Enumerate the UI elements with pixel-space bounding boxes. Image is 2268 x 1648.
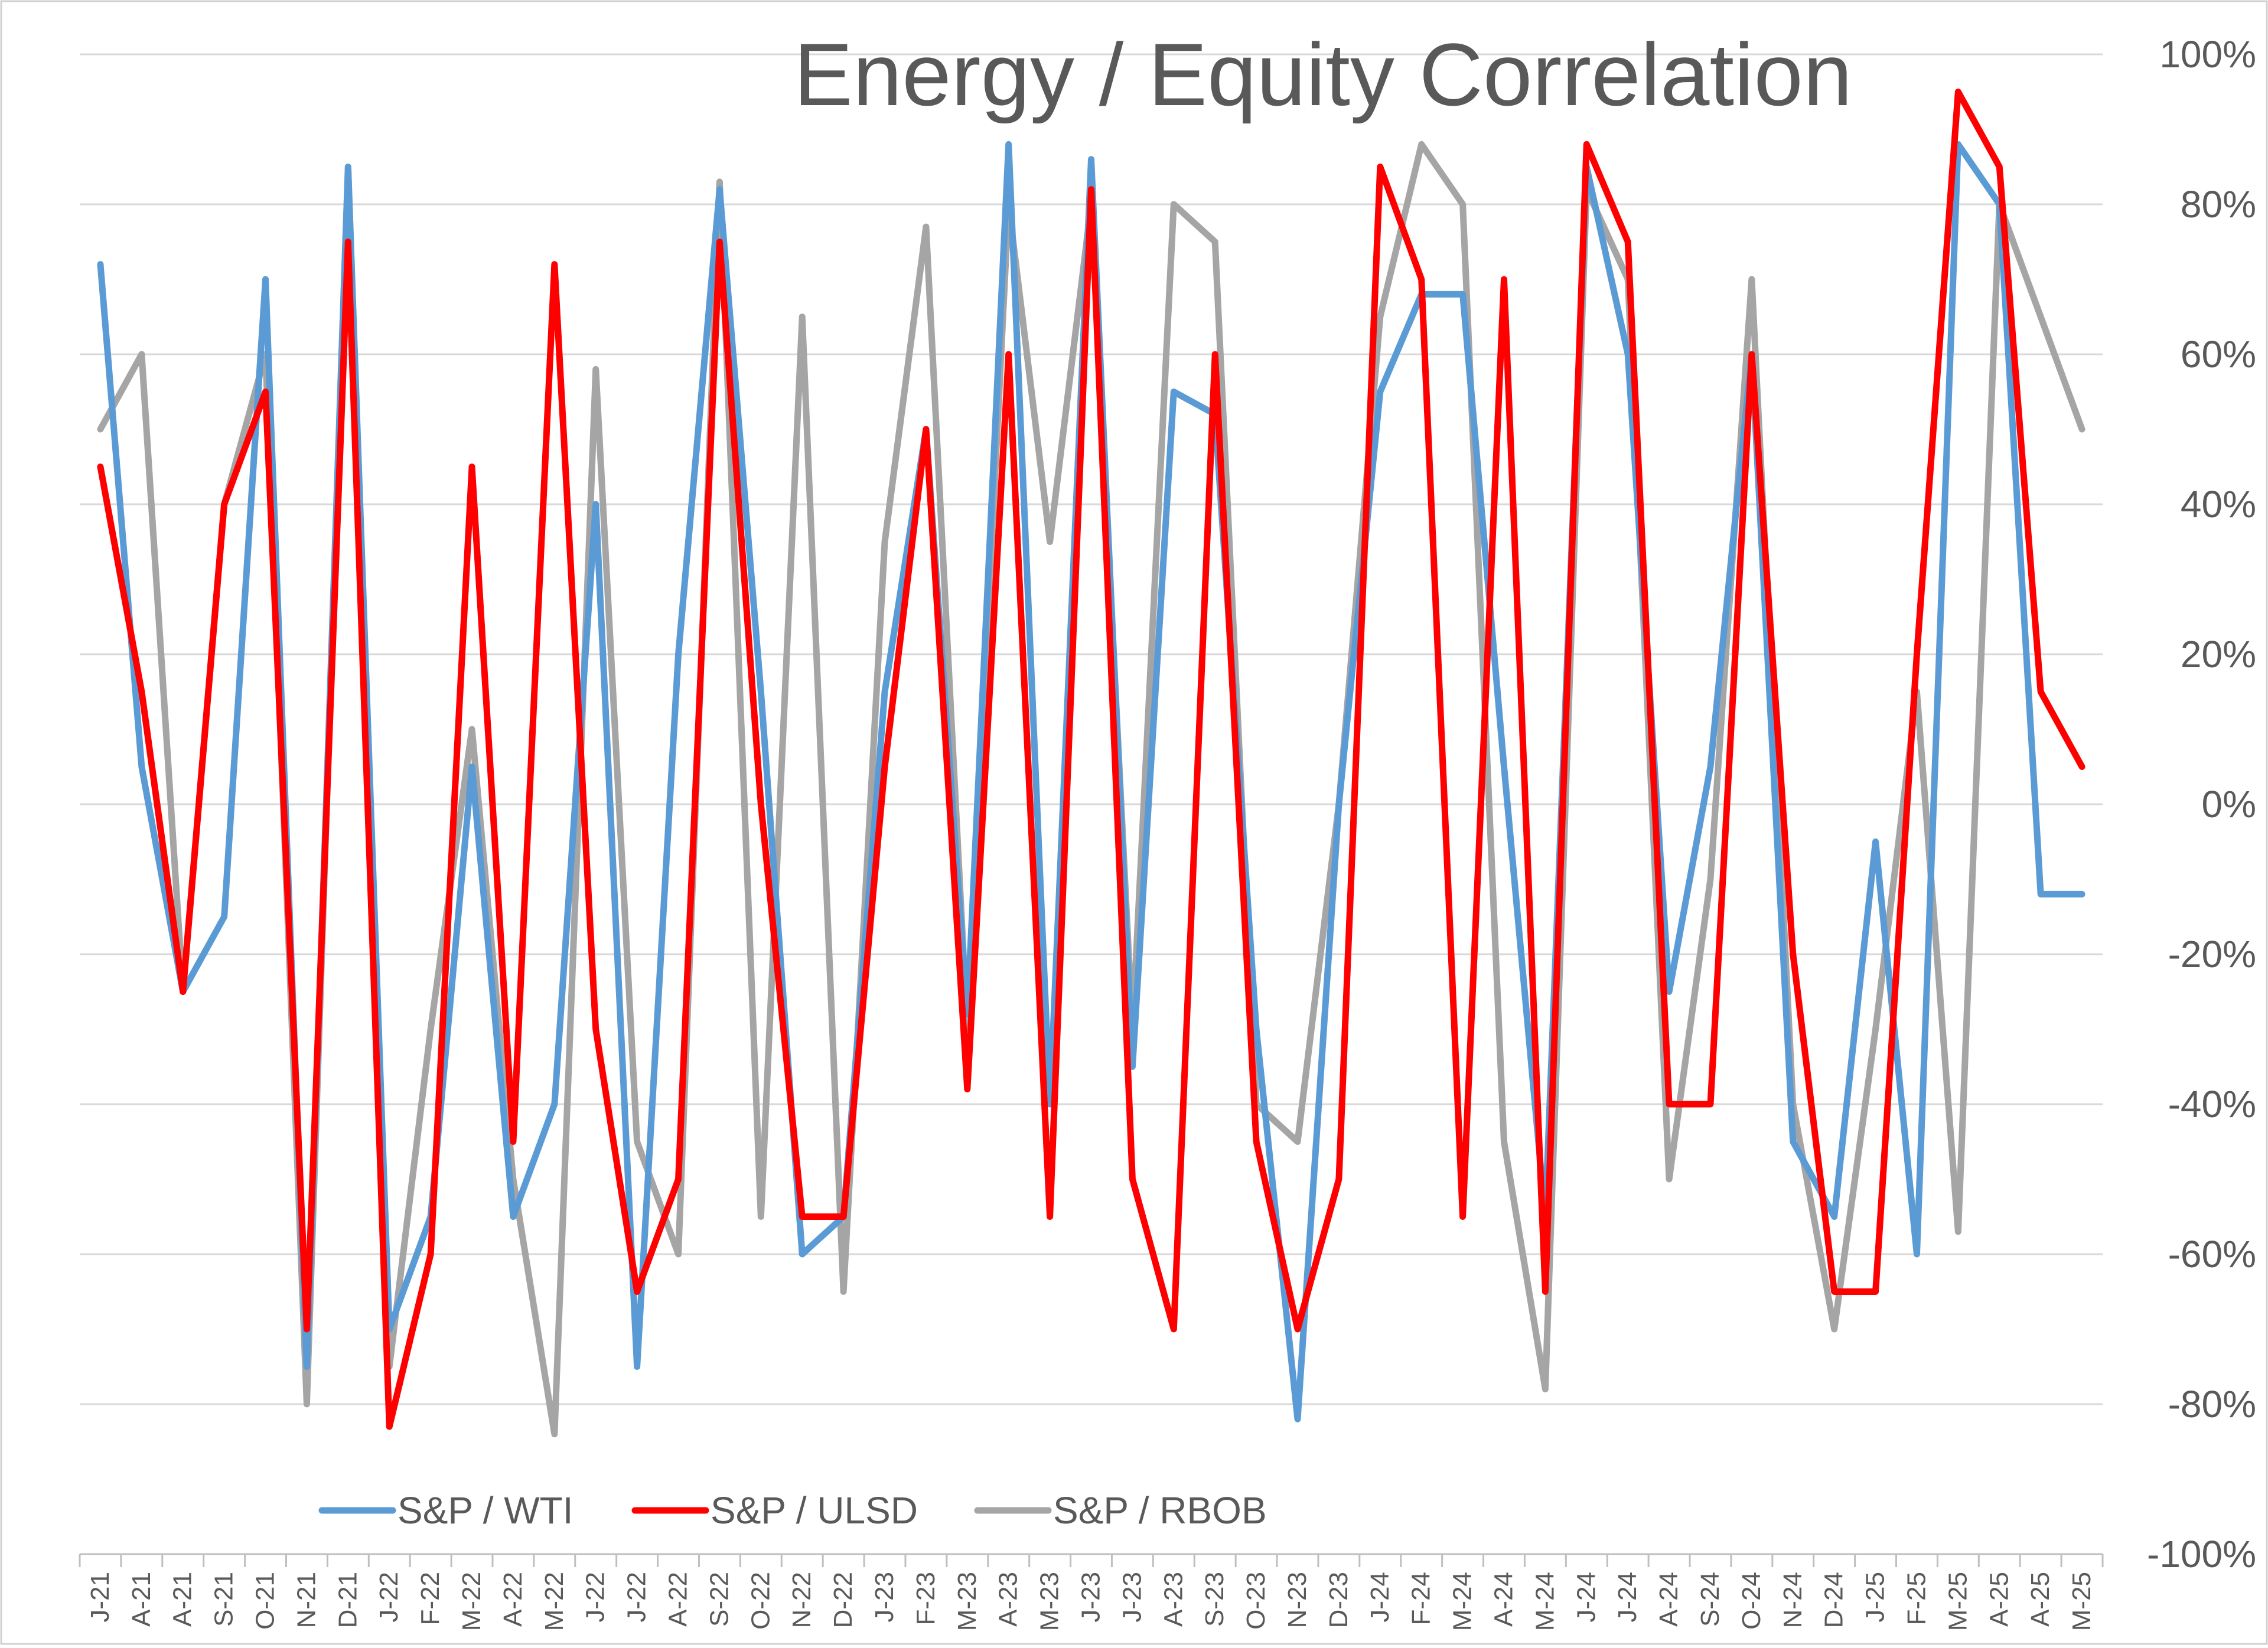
x-tick-label: J-21	[86, 1572, 115, 1623]
series-lines	[97, 89, 2085, 1438]
y-tick-label: -100%	[2147, 1533, 2256, 1575]
x-tick-label: J-23	[870, 1572, 899, 1623]
y-axis: 100% 80% 60% 40% 20% 0% -20% -40% -60% -80% -100%	[2147, 33, 2256, 1575]
x-tick-label: N-21	[292, 1572, 321, 1628]
x-tick-label: F-22	[416, 1572, 445, 1625]
x-tick-label: N-23	[1283, 1572, 1312, 1628]
legend-label: S&P / WTI	[397, 1489, 573, 1532]
x-tick-label: M-22	[540, 1572, 569, 1631]
y-tick-label: 0%	[2202, 783, 2257, 825]
x-tick-label: J-25	[1861, 1572, 1890, 1623]
legend-label: S&P / ULSD	[711, 1489, 918, 1532]
x-tick-label: D-21	[333, 1572, 362, 1628]
x-tick-label: D-23	[1324, 1572, 1353, 1628]
x-tick-label: M-23	[953, 1572, 982, 1631]
x-tick-label: J-22	[623, 1572, 651, 1623]
legend: S&P / WTI S&P / ULSD S&P / RBOB	[318, 1489, 1267, 1532]
x-tick-label: O-23	[1241, 1572, 1270, 1630]
x-tick-label: J-24	[1366, 1572, 1394, 1623]
x-tick-label: J-22	[581, 1572, 610, 1623]
x-tick-label: A-21	[127, 1572, 156, 1627]
x-tick-label: M-23	[1035, 1572, 1064, 1631]
x-tick-label: J-23	[1077, 1572, 1106, 1623]
x-tick-label: M-24	[1448, 1572, 1477, 1631]
x-tick-label: A-24	[1489, 1572, 1518, 1627]
x-tick-label: F-23	[911, 1572, 940, 1625]
x-tick-label: A-23	[994, 1572, 1023, 1627]
chart-title: Energy / Equity Correlation	[794, 25, 1853, 124]
x-tick-label: O-22	[746, 1572, 775, 1630]
x-tick-label: S-21	[210, 1572, 239, 1627]
x-tick-label: M-22	[457, 1572, 486, 1631]
y-tick-label: 100%	[2159, 33, 2256, 76]
x-tick-label: A-23	[1159, 1572, 1188, 1627]
y-tick-label: 80%	[2181, 183, 2256, 226]
x-tick-label: A-21	[168, 1572, 197, 1627]
y-tick-label: -80%	[2168, 1383, 2256, 1425]
x-tick-label: A-22	[498, 1572, 527, 1627]
x-axis: J-21 A-21 A-21 S-21 O-21 N-21 D-21 J-22 F-22 M-22…	[79, 1553, 2104, 1631]
x-tick-label: A-22	[664, 1572, 693, 1627]
x-tick-label: N-24	[1778, 1572, 1807, 1628]
x-tick-label: A-24	[1654, 1572, 1683, 1627]
x-tick-label: M-25	[2067, 1572, 2096, 1631]
series-line-s-p-wti	[97, 141, 2085, 1422]
x-tick-label: D-22	[829, 1572, 858, 1628]
x-tick-label: J-22	[374, 1572, 403, 1623]
x-tick-label: M-25	[1943, 1572, 1972, 1631]
x-tick-label: N-22	[787, 1572, 816, 1628]
x-tick-label: F-24	[1407, 1572, 1436, 1625]
x-tick-label: J-23	[1117, 1572, 1146, 1623]
x-tick-label: S-22	[705, 1572, 734, 1627]
x-tick-label: J-24	[1613, 1572, 1642, 1623]
x-tick-label: M-24	[1530, 1572, 1559, 1631]
y-tick-label: 20%	[2181, 633, 2256, 675]
x-tick-label: D-24	[1820, 1572, 1849, 1628]
series-line-s-p-ulsd	[97, 89, 2085, 1430]
y-tick-label: -20%	[2168, 933, 2256, 975]
x-tick-label: A-25	[2026, 1572, 2055, 1627]
x-tick-label: J-24	[1572, 1572, 1601, 1623]
x-tick-label: A-25	[1984, 1572, 2013, 1627]
x-tick-label: O-21	[251, 1572, 280, 1630]
y-tick-label: 40%	[2181, 483, 2256, 526]
x-tick-label: S-23	[1200, 1572, 1229, 1627]
y-tick-label: -60%	[2168, 1233, 2256, 1275]
x-tick-label: O-24	[1737, 1572, 1766, 1630]
y-tick-label: -40%	[2168, 1083, 2256, 1125]
y-tick-label: 60%	[2181, 333, 2256, 376]
x-tick-label: S-24	[1696, 1572, 1725, 1627]
legend-label: S&P / RBOB	[1053, 1489, 1267, 1532]
x-tick-label: F-25	[1902, 1572, 1931, 1625]
